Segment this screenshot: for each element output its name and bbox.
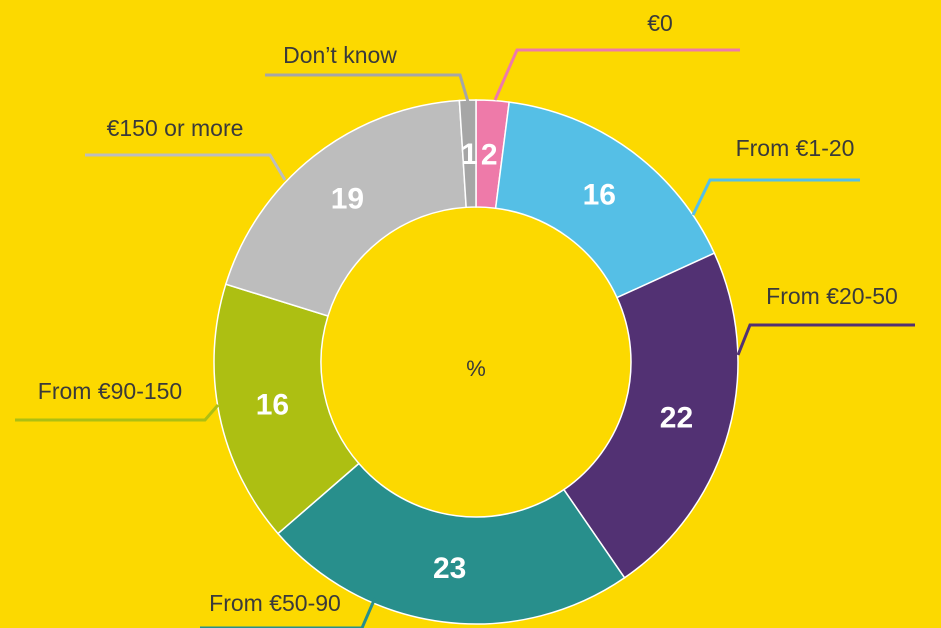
data-label: 2 [481, 138, 498, 171]
donut-slice [276, 462, 626, 625]
category-label: €150 or more [107, 115, 244, 141]
category-label: From €1-20 [736, 135, 855, 161]
leader-line [265, 73, 470, 103]
leader-line [493, 48, 740, 101]
donut-slice [562, 252, 739, 579]
category-label: €0 [647, 10, 673, 36]
category-label: From €20-50 [766, 283, 898, 309]
data-label: 16 [583, 178, 616, 211]
leader-line [736, 323, 915, 356]
leader-line [85, 153, 287, 181]
donut-slice [458, 99, 477, 209]
data-label: 19 [331, 182, 364, 215]
center-label: % [466, 356, 486, 381]
donut-slice [224, 99, 467, 317]
leader-line [691, 178, 860, 216]
data-label: 1 [461, 138, 478, 171]
data-label: 16 [256, 389, 289, 422]
data-label: 22 [660, 401, 693, 434]
leader-line [200, 597, 377, 628]
category-label: From €90-150 [38, 378, 182, 404]
data-label: 23 [433, 552, 466, 585]
leader-line [15, 404, 220, 422]
category-label: Don’t know [283, 42, 397, 68]
category-label: From €50-90 [209, 590, 341, 616]
